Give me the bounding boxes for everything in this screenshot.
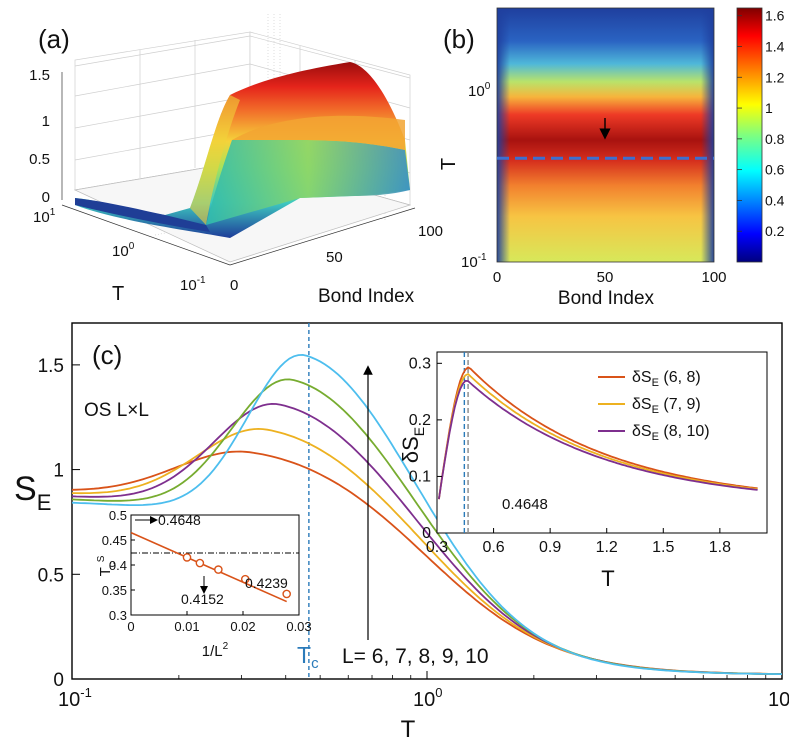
d-xtick-0.9: 0.9 — [539, 539, 561, 556]
a-Ttick-0: 100 — [112, 241, 135, 260]
inset-tc-ann-intercept: 0.4648 — [158, 512, 201, 528]
a-xtick-0: 0 — [230, 277, 238, 294]
panel-b-label: (b) — [443, 24, 475, 54]
a-xtick-50: 50 — [326, 249, 343, 266]
a-T-label: T — [112, 283, 124, 305]
inset-tc-ann-hline: 0.4239 — [245, 575, 288, 591]
f-xtick-0: 0 — [127, 619, 134, 634]
heatmap-edge-shade — [497, 8, 714, 262]
d-series-δS (8, 10) — [438, 379, 758, 500]
panel-b-x-axis: 0 50 100 Bond Index — [493, 269, 727, 309]
panel-c-label: (c) — [92, 340, 122, 370]
colorbar-tick-0.4: 0.4 — [765, 192, 785, 208]
d-xtick-0.3: 0.3 — [426, 539, 448, 556]
d-xtick-1.2: 1.2 — [596, 539, 618, 556]
panel-a-z-axis: 0 0.5 1 1.5 — [29, 67, 63, 206]
f-point — [240, 574, 250, 584]
d-ytick-0.2: 0.2 — [409, 412, 431, 429]
c-tc-label: Tc — [297, 642, 319, 672]
c-series-L=10 — [71, 353, 782, 675]
colorbar-gradient — [736, 7, 763, 263]
d-ytick-0: 0 — [422, 525, 431, 542]
colorbar-tick-0.8: 0.8 — [765, 131, 785, 147]
inset-tc-xlabel: 1/L2 — [202, 641, 229, 660]
a-Ttick-1: 101 — [33, 207, 56, 226]
d-xtick-1.5: 1.5 — [652, 539, 674, 556]
a-bond-label: Bond Index — [318, 286, 415, 307]
f-xtick-0.03: 0.03 — [286, 619, 311, 634]
c-ytick-0: 0 — [53, 670, 64, 691]
a-ztick-0.5: 0.5 — [29, 151, 50, 168]
d-ytick-0.3: 0.3 — [409, 355, 431, 372]
b-T-label: T — [438, 158, 460, 170]
inset-tc-ylabel: TcS — [96, 555, 118, 576]
c-ytick-0.5: 0.5 — [38, 565, 64, 586]
inset-deltaS-ylabel: δSE — [398, 427, 427, 463]
inset-deltaS-xlabel: T — [601, 566, 614, 591]
a-ztick-1: 1 — [42, 113, 50, 130]
colorbar-tick-1.2: 1.2 — [765, 69, 785, 85]
inset-tc-box — [130, 514, 300, 616]
b-bond-label: Bond Index — [558, 288, 655, 309]
f-ytick-0.35: 0.35 — [102, 583, 127, 598]
colorbar-tick-0.6: 0.6 — [765, 162, 785, 178]
d-legend-entry-0: δSE (6, 8) — [632, 369, 701, 389]
b-xtick-100: 100 — [701, 269, 726, 286]
d-xtick-1.8: 1.8 — [709, 539, 731, 556]
f-ytick-0.3: 0.3 — [109, 608, 127, 623]
inset-deltaS-box — [436, 351, 768, 534]
c-xlabel: T — [401, 716, 416, 742]
panel-a-surface — [75, 62, 410, 238]
panel-a-label: (a) — [38, 24, 70, 54]
panel-b: (b) 100 10-1 T 0 50 100 Bond Index 1.61.… — [438, 7, 785, 309]
f-point — [195, 558, 205, 568]
f-point — [282, 589, 291, 599]
d-ytick-0.1: 0.1 — [409, 468, 431, 485]
f-fit-line — [130, 531, 288, 603]
inset-tc-ann-first: 0.4152 — [181, 591, 224, 607]
panel-b-colorbar: 1.6 1.4 1.2 1 0.8 0.6 0.4 0.2 — [736, 7, 785, 263]
panel-b-y-axis: 100 10-1 T — [438, 81, 491, 271]
d-legend-entry-2: δSE (8, 10) — [632, 423, 710, 443]
inset-deltaS-annotation: 0.4648 — [502, 496, 548, 513]
d-legend-entry-1: δSE (7, 9) — [632, 396, 701, 416]
d-series-δS (6, 8) — [438, 366, 758, 500]
colorbar-tick-1: 1 — [765, 100, 773, 116]
c-os-annotation: OS L×L — [84, 400, 149, 421]
colorbar-tick-0.2: 0.2 — [765, 223, 785, 239]
a-ztick-1.5: 1.5 — [29, 67, 50, 84]
panel-a-T-axis: 101 100 10-1 T — [33, 204, 231, 305]
f-xtick-0.01: 0.01 — [174, 619, 199, 634]
c-xtick-2: 101 — [768, 685, 789, 711]
b-ytick-m1: 10-1 — [461, 252, 487, 271]
f-ytick-0.45: 0.45 — [102, 533, 127, 548]
d-xtick-0.6: 0.6 — [482, 539, 504, 556]
b-ytick-0: 100 — [468, 81, 491, 100]
f-ytick-0.5: 0.5 — [109, 508, 127, 523]
d-series-δS (7, 9) — [438, 373, 758, 500]
c-ytick-1.5: 1.5 — [38, 356, 64, 377]
colorbar-tick-1.4: 1.4 — [765, 38, 785, 54]
inset-tc-fit: 0 0.01 0.02 0.030.30.350.40.450.5 TcS 1/L2 … — [96, 508, 312, 660]
a-Ttick-m1: 10-1 — [180, 275, 206, 294]
c-ytick-1: 1 — [53, 461, 64, 482]
inset-deltaS: 0.3 0.6 0.9 1.2 1.5 1.8 0 0.1 0.2 0.3 δSE T 0.464… — [398, 351, 768, 591]
a-ztick-0: 0 — [42, 189, 50, 206]
panel-a-bond-axis: 0 50 100 Bond Index — [229, 207, 443, 307]
f-xtick-0.02: 0.02 — [230, 619, 255, 634]
b-xtick-50: 50 — [597, 269, 614, 286]
f-point — [214, 565, 223, 574]
c-xtick-0: 10-1 — [58, 685, 92, 711]
colorbar-tick-1.6: 1.6 — [765, 8, 785, 24]
panel-a: (a) — [29, 14, 443, 307]
c-ylabel: SE — [14, 470, 51, 515]
f-ytick-0.4: 0.4 — [109, 558, 127, 573]
c-xtick-1: 100 — [413, 685, 442, 711]
b-xtick-0: 0 — [493, 269, 501, 286]
c-L-annotation: L= 6, 7, 8, 9, 10 — [342, 645, 489, 668]
f-point — [182, 553, 192, 562]
a-xtick-100: 100 — [418, 223, 443, 240]
panel-c: (c) OS L×L 0 0.5 1 1.5 10-1 100 101 SE T L= 6… — [14, 322, 789, 742]
